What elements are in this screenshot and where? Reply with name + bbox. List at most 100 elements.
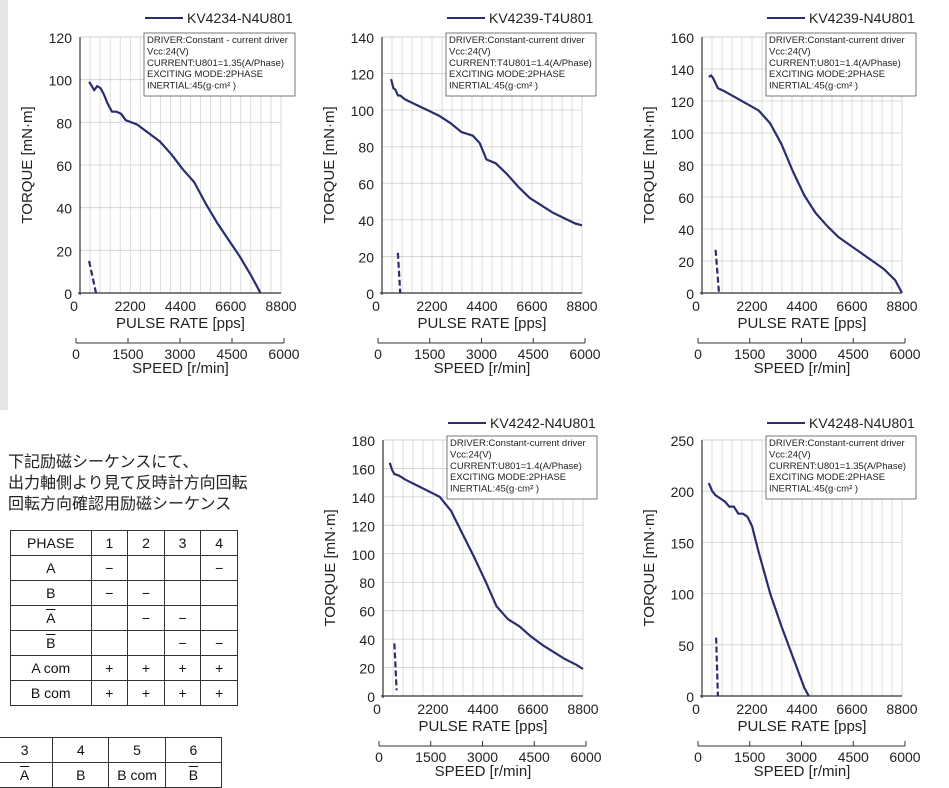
table-header-cell: 4 xyxy=(200,530,238,556)
x-axis-label: PULSE RATE [pps] xyxy=(116,315,245,332)
y-tick-label: 180 xyxy=(352,433,376,449)
table-cell: + xyxy=(200,655,238,681)
pull-out-torque-curve xyxy=(390,78,583,227)
table-header-row: PHASE 1 2 3 4 xyxy=(10,530,238,556)
driver-info-line: CURRENT:U801=1.35(A/Phase) xyxy=(147,58,284,69)
table-cell: + xyxy=(163,680,202,706)
pull-in-torque-curve xyxy=(715,637,719,697)
legend-label: KV4234-N4U801 xyxy=(187,10,293,26)
driver-info-line: Vcc:24(V) xyxy=(147,46,189,57)
table-cell: − xyxy=(200,555,238,581)
driver-info-line: DRIVER:Constant-current driver xyxy=(769,438,905,449)
table-cell: + xyxy=(90,680,129,706)
chart-5: 0 50 100 150 200 250 0 2200 4400 6600 8800 PULSE RA… xyxy=(641,415,921,780)
y-axis-label: TORQUE [mN·m] xyxy=(641,106,658,223)
x-axis-label: PULSE RATE [pps] xyxy=(418,315,547,332)
x-tick-label: 6600 xyxy=(836,701,867,717)
driver-info-box xyxy=(143,32,296,97)
x-tick-label: 2200 xyxy=(736,298,767,314)
pin-number: 4 xyxy=(52,737,110,763)
table-row: B com + + + + xyxy=(10,680,238,706)
speed-axis-label: SPEED [r/min] xyxy=(434,360,531,377)
speed-tick-label: 0 xyxy=(375,749,383,765)
chart-2: 0 20 40 60 80 100 120 140 0 2200 4400 6600 8800 PULSE… xyxy=(321,10,601,377)
y-tick-label: 0 xyxy=(64,286,72,302)
y-tick-label: 20 xyxy=(56,243,72,259)
speed-tick-label: 4500 xyxy=(216,346,247,362)
speed-tick-label: 4500 xyxy=(838,346,869,362)
driver-info-line: Vcc:24(V) xyxy=(450,449,492,460)
y-tick-label: 60 xyxy=(358,176,374,192)
y-tick-label: 100 xyxy=(671,587,695,603)
pin-number: 3 xyxy=(0,737,54,763)
table-cell: − xyxy=(163,605,202,631)
y-tick-label: 160 xyxy=(671,30,695,46)
speed-axis-label: SPEED [r/min] xyxy=(435,763,532,780)
y-axis-label: TORQUE [mN·m] xyxy=(321,106,338,223)
note-line: 回転方向確認用励磁シーケンス xyxy=(8,494,232,513)
driver-info-line: Vcc:24(V) xyxy=(769,46,811,57)
y-tick-label: 40 xyxy=(359,632,375,648)
legend-label: KV4239-T4U801 xyxy=(489,10,594,26)
x-tick-label: 4400 xyxy=(466,298,497,314)
x-tick-label: 8800 xyxy=(566,298,597,314)
x-tick-label: 2200 xyxy=(417,701,448,717)
driver-info-box xyxy=(446,435,598,500)
table-row: A − − xyxy=(10,605,238,631)
y-tick-label: 60 xyxy=(56,158,72,174)
y-tick-label: 20 xyxy=(678,254,694,270)
x-tick-label: 6600 xyxy=(836,298,867,314)
speed-tick-label: 3000 xyxy=(466,346,497,362)
speed-tick-label: 6000 xyxy=(268,346,299,362)
pull-out-torque-curve xyxy=(707,482,810,697)
driver-info-line: EXCITING MODE:2PHASE xyxy=(147,69,263,80)
speed-tick-label: 6000 xyxy=(570,749,601,765)
driver-info-line: INERTIAL:45(g·cm² ) xyxy=(147,81,236,92)
driver-info-box xyxy=(765,435,917,500)
y-tick-label: 60 xyxy=(678,190,694,206)
table-cell: + xyxy=(163,655,202,681)
phase-label: B xyxy=(10,630,92,656)
y-tick-label: 140 xyxy=(352,490,376,506)
x-tick-label: 8800 xyxy=(886,298,917,314)
y-tick-label: 40 xyxy=(678,222,694,238)
x-tick-label: 0 xyxy=(692,701,700,717)
phase-label: A com xyxy=(10,655,92,681)
table-row: B − − xyxy=(10,580,238,606)
pull-out-torque-curve xyxy=(708,74,903,294)
driver-info-box xyxy=(445,32,597,97)
pull-out-torque-curve xyxy=(388,462,584,670)
phase-label: B com xyxy=(10,680,92,706)
x-tick-label: 8800 xyxy=(886,701,917,717)
speed-tick-label: 1500 xyxy=(112,346,143,362)
speed-tick-label: 0 xyxy=(72,346,80,362)
x-axis-label: PULSE RATE [pps] xyxy=(738,315,867,332)
legend-label: KV4242-N4U801 xyxy=(490,415,596,431)
y-tick-label: 200 xyxy=(671,484,695,500)
driver-info-line: DRIVER:Constant-current driver xyxy=(769,35,905,46)
speed-tick-label: 0 xyxy=(374,346,382,362)
driver-info-line: EXCITING MODE:2PHASE xyxy=(769,472,885,483)
x-tick-label: 6600 xyxy=(215,298,246,314)
y-tick-label: 120 xyxy=(49,30,73,46)
x-tick-label: 8800 xyxy=(567,701,598,717)
note-line: 出力軸側より見て反時計方向回転 xyxy=(8,473,248,492)
y-tick-label: 80 xyxy=(56,115,72,131)
speed-tick-label: 0 xyxy=(694,749,702,765)
driver-info-line: INERTIAL:45(g·cm² ) xyxy=(449,81,538,92)
y-tick-label: 0 xyxy=(686,689,694,705)
driver-info-line: DRIVER:Constant-current driver xyxy=(450,438,586,449)
legend-label: KV4248-N4U801 xyxy=(809,415,915,431)
driver-info-line: CURRENT:U801=1.35(A/Phase) xyxy=(769,461,906,472)
y-tick-label: 40 xyxy=(56,201,72,217)
speed-axis-label: SPEED [r/min] xyxy=(754,360,851,377)
phase-label: A xyxy=(10,555,92,581)
driver-info-line: CURRENT:T4U801=1.4(A/Phase) xyxy=(449,58,592,69)
driver-info-line: Vcc:24(V) xyxy=(769,449,811,460)
sequence-notes: 下記励磁シーケンスにて、 出力軸側より見て反時計方向回転 回転方向確認用励磁シー… xyxy=(8,451,248,514)
driver-info-line: DRIVER:Constant-current driver xyxy=(449,35,585,46)
speed-tick-label: 6000 xyxy=(889,749,920,765)
y-tick-label: 0 xyxy=(686,286,694,302)
